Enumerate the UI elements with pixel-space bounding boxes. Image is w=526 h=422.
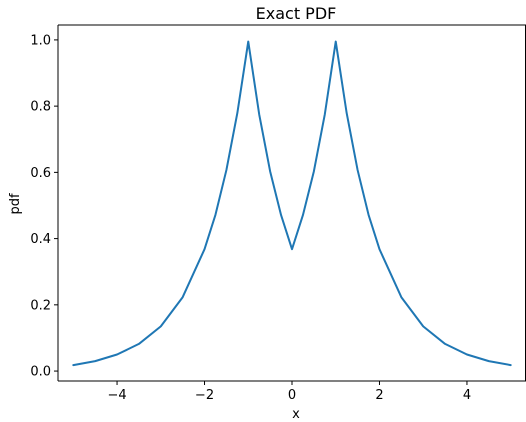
y-tick-label: 0.8: [30, 100, 51, 115]
x-tick-label: −4: [107, 388, 126, 403]
plot-area: −4 −2 0 2 4 0.0 0.2 0.4 0.6 0.8 1.0: [30, 24, 526, 403]
y-tick-label: 0.0: [30, 365, 51, 380]
chart-title: Exact PDF: [256, 4, 337, 23]
x-tick-label: −2: [195, 388, 214, 403]
y-tick-label: 0.4: [30, 232, 51, 247]
x-axis-label: x: [292, 407, 300, 422]
y-tick-label: 1.0: [30, 33, 51, 48]
y-tick-label: 0.6: [30, 166, 51, 181]
y-axis-label: pdf: [8, 193, 23, 215]
series-line: [72, 40, 512, 367]
y-tick-label: 0.2: [30, 298, 51, 313]
x-tick-label: 0: [288, 388, 296, 403]
x-tick-label: 2: [375, 388, 383, 403]
x-tick-label: 4: [463, 388, 471, 403]
